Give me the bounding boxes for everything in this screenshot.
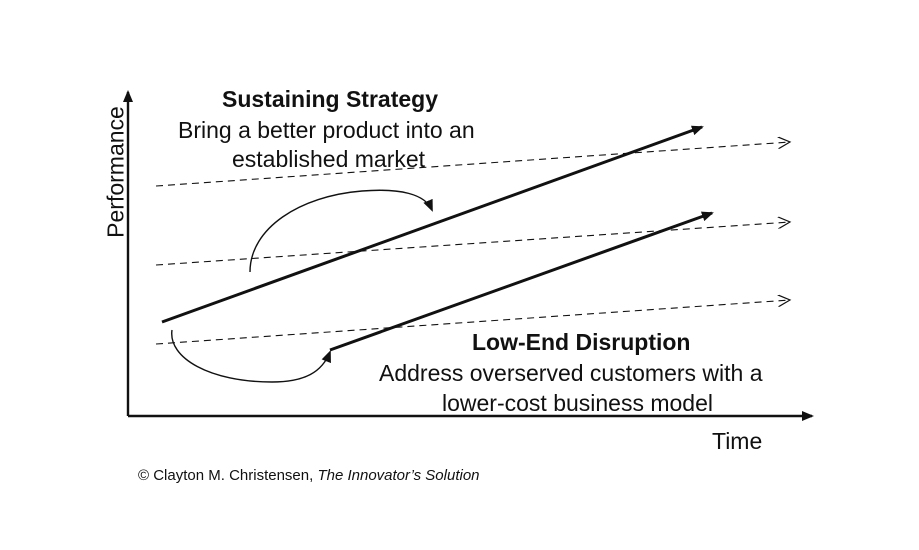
x-axis-label: Time [712,428,763,454]
low-end-disruption-title: Low-End Disruption [472,329,691,355]
dashed-trajectory-middle [155,222,790,266]
sustaining-curved-arrow [249,189,433,273]
dashed-trajectory-bottom [155,300,790,345]
y-axis-label: Performance [102,106,129,238]
sustaining-trajectory-arrow [161,125,704,324]
credit-prefix: © Clayton M. Christensen, [138,467,318,484]
low-end-disruption-line1: Address overserved customers with a [379,360,763,386]
sustaining-strategy-line1: Bring a better product into an [178,117,475,143]
disruption-curved-arrow [171,329,331,383]
dashed-trajectory-top [155,142,790,187]
credit-work-title: The Innovator’s Solution [317,467,480,484]
sustaining-strategy-line2: established market [232,146,426,172]
copyright-credit: © Clayton M. Christensen, The Innovator’… [138,467,480,484]
sustaining-strategy-title: Sustaining Strategy [222,86,438,112]
low-end-disruption-line2: lower-cost business model [442,390,714,416]
disruption-trajectory-arrow [329,211,714,352]
